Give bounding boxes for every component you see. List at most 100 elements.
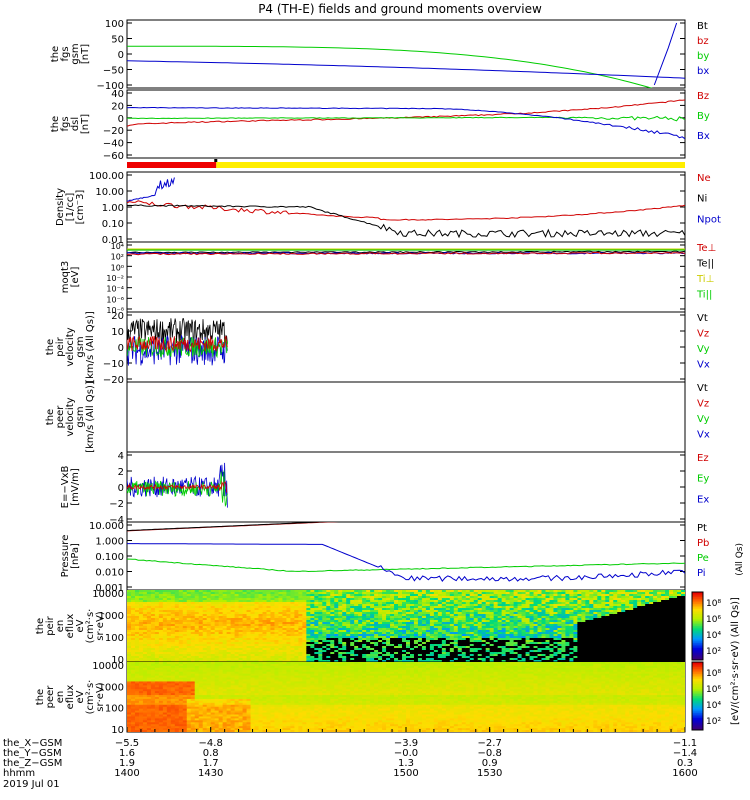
spectrogram-cell <box>154 608 160 611</box>
spectrogram-cell <box>513 614 519 617</box>
spectrogram-cell <box>521 656 527 659</box>
spectrogram-cell <box>338 600 343 603</box>
spectrogram-cell <box>561 636 566 639</box>
spectrogram-cell <box>282 636 287 639</box>
spectrogram-cell <box>625 614 630 617</box>
spectrogram-cell <box>525 648 531 651</box>
spectrogram-cell <box>581 644 586 647</box>
spectrogram-cell <box>629 630 634 633</box>
spectrogram-cell <box>429 604 435 607</box>
spectrogram-cell <box>274 600 279 603</box>
spectrogram-cell <box>497 640 503 643</box>
spectrogram-cell <box>354 602 359 605</box>
spectrogram-cell <box>625 610 630 613</box>
spectrogram-cell <box>497 590 503 593</box>
spectrogram-cell <box>322 650 327 653</box>
spectrogram-cell <box>127 646 132 649</box>
spectrogram-cell <box>226 636 232 639</box>
spectrogram-cell <box>210 606 216 609</box>
spectrogram-cell <box>625 594 630 597</box>
spectrogram-cell <box>537 632 543 635</box>
spectrogram-cell <box>146 628 152 631</box>
spectrogram-cell <box>350 592 355 595</box>
spectrogram-cell <box>226 616 232 619</box>
spectrogram-cell <box>557 614 562 617</box>
spectrogram-cell <box>382 610 387 613</box>
spectrogram-cell <box>477 640 483 643</box>
spectrogram-cell <box>577 600 582 603</box>
spectrogram-cell <box>130 602 136 605</box>
spectrogram-cell <box>585 624 590 627</box>
spectrogram-cell <box>326 596 331 599</box>
spectrogram-cell <box>310 636 315 639</box>
spectrogram-cell <box>477 598 483 601</box>
spectrogram-cell <box>218 640 224 643</box>
spectrogram-cell <box>186 642 192 645</box>
spectrogram-cell <box>274 616 279 619</box>
spectrogram-cell <box>473 602 479 605</box>
spectrogram-cell <box>378 632 383 635</box>
spectrogram-cell <box>441 608 447 611</box>
spectrogram-cell <box>489 604 495 607</box>
spectrogram-cell <box>250 648 256 651</box>
spectrogram-cell <box>497 636 503 639</box>
spectrogram-cell <box>278 638 283 641</box>
spectrogram-cell <box>633 598 638 601</box>
spectrogram-cell <box>509 596 515 599</box>
spectrogram-cell <box>609 618 614 621</box>
spectrogram-cell <box>477 638 483 641</box>
spectrogram-cell <box>250 632 256 635</box>
spectrogram-cell <box>254 626 260 629</box>
spectrogram-cell <box>182 608 188 611</box>
spectrogram-cell <box>449 640 455 643</box>
spectrogram-cell <box>234 620 240 623</box>
spectrogram-cell <box>238 660 244 662</box>
spectrogram-cell <box>218 632 224 635</box>
spectrogram-cell <box>142 652 148 655</box>
spectrogram-cell <box>190 626 196 629</box>
spectrogram-cell <box>182 648 188 651</box>
spectrogram-cell <box>609 606 614 609</box>
spectrogram-cell <box>525 638 531 641</box>
spectrogram-cell <box>565 646 570 649</box>
spectrogram-cell <box>374 632 379 635</box>
spectrogram-cell <box>501 612 507 615</box>
spectrogram-cell <box>445 612 451 615</box>
spectrogram-cell <box>370 618 375 621</box>
legend-vx: Vx <box>697 430 710 441</box>
spectrogram-cell <box>358 638 363 641</box>
spectrogram-cell <box>290 618 295 621</box>
spectrogram-cell <box>577 616 582 619</box>
spectrogram-cell <box>613 598 618 601</box>
spectrogram-cell <box>310 644 315 647</box>
spectrogram-cell <box>573 594 578 597</box>
spectrogram-cell <box>270 648 275 651</box>
spectrogram-cell <box>378 654 383 657</box>
spectrogram-cell <box>162 652 168 655</box>
spectrogram-cell <box>354 644 359 647</box>
spectrogram-cell <box>238 590 244 593</box>
spectrogram-cell <box>481 620 487 623</box>
spectrogram-cell <box>621 610 626 613</box>
spectrogram-cell <box>529 632 535 635</box>
spectrogram-cell <box>310 626 315 629</box>
spectrogram-cell <box>553 620 558 623</box>
spectrogram-cell <box>609 614 614 617</box>
spectrogram-cell <box>493 600 499 603</box>
spectrogram-cell <box>517 632 523 635</box>
spectrogram-cell <box>182 630 188 633</box>
spectrogram-cell <box>386 612 391 615</box>
spectrogram-cell <box>533 630 539 633</box>
spectrogram-cell <box>413 658 419 661</box>
spectrogram-cell <box>274 636 279 639</box>
spectrogram-cell <box>190 596 196 599</box>
spectrogram-cell <box>605 652 610 655</box>
spectrogram-cell <box>354 646 359 649</box>
spectrogram-cell <box>258 622 264 625</box>
y-tick-label: −4 <box>109 515 124 526</box>
spectrogram-cell <box>537 614 543 617</box>
spectrogram-cell <box>549 634 554 637</box>
spectrogram-cell <box>561 598 566 601</box>
spectrogram-cell <box>398 596 403 599</box>
spectrogram-cell <box>146 608 152 611</box>
